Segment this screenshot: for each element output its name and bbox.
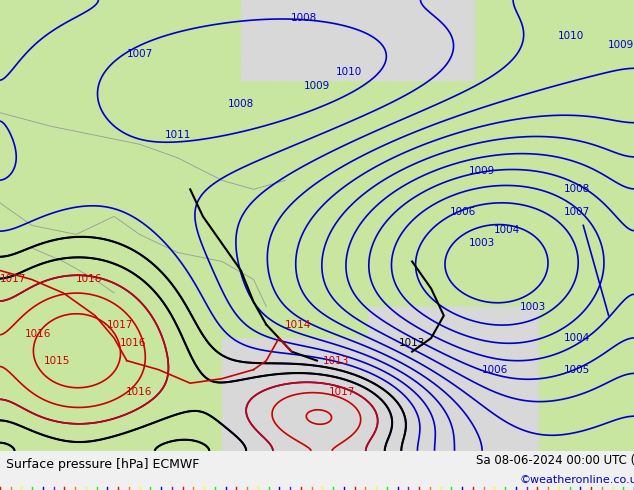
Text: 1011: 1011 [164, 130, 191, 140]
Text: 1015: 1015 [44, 356, 70, 366]
Text: 1013: 1013 [399, 338, 425, 347]
Text: 1005: 1005 [564, 365, 590, 375]
Text: 1004: 1004 [564, 333, 590, 343]
Text: 1014: 1014 [285, 319, 311, 330]
Text: 1004: 1004 [494, 225, 521, 235]
Text: 1009: 1009 [608, 40, 634, 50]
Text: 1003: 1003 [469, 239, 495, 248]
Text: 1009: 1009 [469, 166, 495, 176]
Text: 1008: 1008 [564, 184, 590, 195]
Text: 1017: 1017 [329, 387, 356, 397]
Text: 1006: 1006 [481, 365, 508, 375]
Text: 1007: 1007 [564, 207, 590, 217]
Text: Surface pressure [hPa] ECMWF: Surface pressure [hPa] ECMWF [6, 458, 200, 471]
Text: 1016: 1016 [120, 338, 146, 347]
Text: 1016: 1016 [126, 387, 153, 397]
Text: 1017: 1017 [0, 274, 26, 285]
Text: ©weatheronline.co.uk: ©weatheronline.co.uk [520, 475, 634, 485]
Text: 1003: 1003 [519, 301, 546, 312]
Text: 1017: 1017 [107, 319, 134, 330]
Text: 1016: 1016 [75, 274, 102, 285]
Text: 1013: 1013 [323, 356, 349, 366]
Text: Sa 08-06-2024 00:00 UTC (06+66): Sa 08-06-2024 00:00 UTC (06+66) [476, 454, 634, 467]
Text: 1007: 1007 [126, 49, 153, 59]
Text: 1008: 1008 [291, 13, 318, 23]
Text: 1010: 1010 [335, 67, 362, 77]
Text: 1008: 1008 [228, 98, 254, 109]
Text: 1010: 1010 [557, 31, 584, 41]
Text: 1006: 1006 [450, 207, 476, 217]
Text: 1016: 1016 [25, 329, 51, 339]
Text: 1009: 1009 [304, 81, 330, 91]
